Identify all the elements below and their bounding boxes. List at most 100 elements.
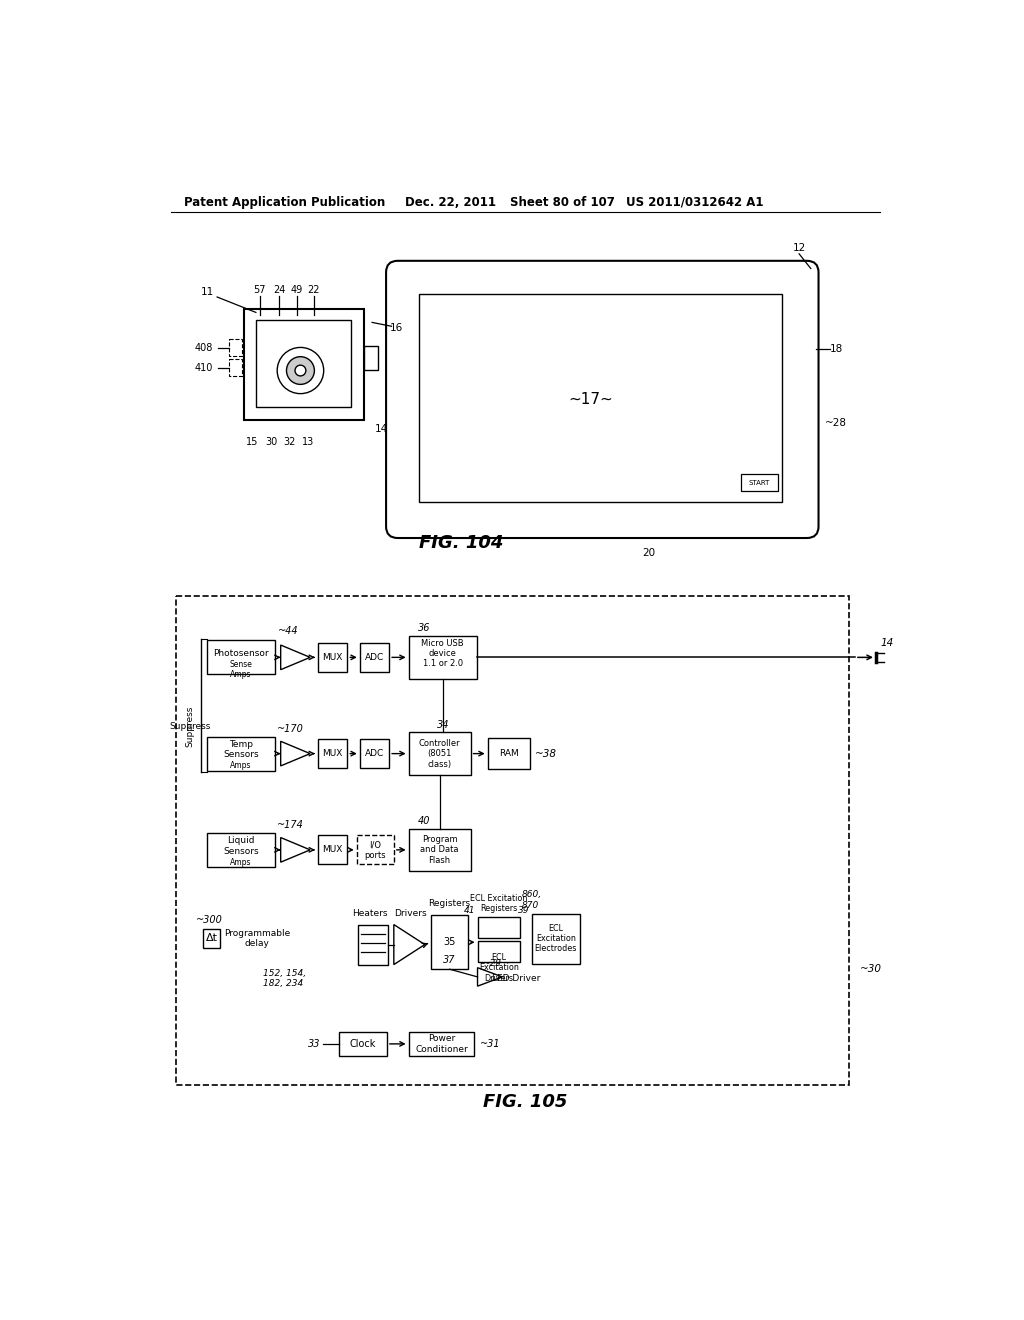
- Bar: [477, 941, 520, 962]
- Text: 35: 35: [443, 937, 456, 948]
- Text: ~300: ~300: [196, 915, 223, 924]
- Polygon shape: [477, 968, 503, 986]
- Bar: [207, 737, 275, 771]
- Polygon shape: [281, 837, 310, 862]
- Text: 49: 49: [291, 285, 303, 296]
- Bar: [359, 643, 389, 672]
- Text: FIG. 105: FIG. 105: [482, 1093, 567, 1110]
- Text: Clock: Clock: [349, 1039, 376, 1049]
- Text: ~29: ~29: [482, 958, 501, 968]
- Text: START: START: [749, 479, 770, 486]
- Circle shape: [278, 347, 324, 393]
- Text: Dec. 22, 2011: Dec. 22, 2011: [406, 195, 497, 209]
- Bar: [409, 733, 471, 775]
- Text: MUX: MUX: [323, 750, 343, 758]
- Bar: [409, 1032, 474, 1056]
- Text: Power
Conditioner: Power Conditioner: [415, 1034, 468, 1053]
- Bar: [365, 346, 378, 370]
- Text: 40: 40: [418, 816, 430, 826]
- Text: 33: 33: [308, 1039, 321, 1049]
- Text: 24: 24: [273, 285, 286, 296]
- Text: ADC: ADC: [365, 750, 384, 758]
- Polygon shape: [394, 924, 425, 965]
- FancyBboxPatch shape: [386, 261, 818, 539]
- Text: 30: 30: [265, 437, 278, 446]
- Text: FIG. 104: FIG. 104: [419, 535, 504, 552]
- Text: ~170: ~170: [276, 723, 303, 734]
- Text: Patent Application Publication: Patent Application Publication: [183, 195, 385, 209]
- Bar: [741, 474, 778, 491]
- Bar: [203, 929, 220, 948]
- Text: Amps: Amps: [230, 858, 252, 867]
- Bar: [228, 339, 242, 356]
- Bar: [176, 595, 849, 1085]
- Text: 18: 18: [829, 345, 843, 354]
- Text: Programmable
delay: Programmable delay: [224, 929, 291, 948]
- Polygon shape: [281, 645, 310, 669]
- Text: 39: 39: [518, 907, 529, 915]
- Text: Suppress: Suppress: [185, 706, 195, 747]
- Text: I/O
ports: I/O ports: [365, 840, 386, 859]
- Bar: [317, 836, 347, 865]
- Bar: [420, 294, 782, 502]
- Bar: [477, 917, 520, 939]
- Circle shape: [287, 356, 314, 384]
- Text: ~28: ~28: [825, 417, 847, 428]
- Bar: [207, 640, 275, 675]
- Text: 57: 57: [254, 285, 266, 296]
- Text: Δt: Δt: [206, 933, 218, 944]
- Text: Registers: Registers: [429, 899, 471, 908]
- Bar: [245, 309, 365, 420]
- Text: 14: 14: [375, 425, 388, 434]
- Text: 410: 410: [195, 363, 213, 372]
- Text: 22: 22: [308, 285, 321, 296]
- Text: Photosensor: Photosensor: [213, 649, 269, 657]
- Circle shape: [295, 366, 306, 376]
- Bar: [207, 833, 275, 867]
- Text: US 2011/0312642 A1: US 2011/0312642 A1: [627, 195, 764, 209]
- Text: 20: 20: [642, 548, 655, 558]
- Bar: [228, 359, 242, 376]
- Text: Micro USB
device
1.1 or 2.0: Micro USB device 1.1 or 2.0: [421, 639, 464, 668]
- Text: Controller
(8051
class): Controller (8051 class): [419, 739, 461, 768]
- Text: 32: 32: [283, 437, 295, 446]
- Text: ADC: ADC: [365, 653, 384, 661]
- Text: ~174: ~174: [276, 820, 303, 830]
- Text: Sense
Amps: Sense Amps: [229, 660, 253, 680]
- Text: 16: 16: [390, 323, 403, 333]
- Text: 860,
870: 860, 870: [521, 890, 542, 909]
- Bar: [317, 643, 347, 672]
- Text: ~30: ~30: [859, 964, 882, 974]
- Text: ~17~: ~17~: [568, 392, 613, 407]
- Bar: [317, 739, 347, 768]
- Text: ~31: ~31: [479, 1039, 501, 1049]
- Text: 152, 154,
182, 234: 152, 154, 182, 234: [263, 969, 306, 989]
- Bar: [431, 915, 468, 969]
- Text: ~44: ~44: [279, 626, 299, 636]
- Text: Heaters: Heaters: [352, 909, 387, 919]
- Text: ECL Excitation
Registers: ECL Excitation Registers: [470, 894, 527, 913]
- Text: Temp
Sensors: Temp Sensors: [223, 741, 259, 759]
- Text: 34: 34: [437, 719, 450, 730]
- Text: 15: 15: [246, 437, 258, 446]
- Text: Drivers: Drivers: [394, 909, 427, 919]
- Bar: [409, 829, 471, 871]
- Text: ECL
Excitation
Electrodes: ECL Excitation Electrodes: [535, 924, 577, 953]
- Text: Suppress: Suppress: [169, 722, 211, 731]
- Text: Liquid
Sensors: Liquid Sensors: [223, 837, 259, 855]
- Bar: [487, 738, 530, 770]
- Text: 11: 11: [201, 286, 214, 297]
- Text: ECL
Excitation
Drivers: ECL Excitation Drivers: [479, 953, 519, 982]
- Bar: [358, 924, 388, 965]
- Text: MUX: MUX: [323, 653, 343, 661]
- Text: 13: 13: [302, 437, 314, 446]
- Polygon shape: [281, 742, 310, 766]
- Text: RAM: RAM: [499, 750, 519, 758]
- Text: ~38: ~38: [535, 748, 557, 759]
- Bar: [359, 739, 389, 768]
- Text: Amps: Amps: [230, 762, 252, 771]
- Text: 41: 41: [464, 907, 475, 915]
- Text: 14: 14: [881, 639, 894, 648]
- Bar: [531, 913, 580, 964]
- Bar: [409, 636, 477, 678]
